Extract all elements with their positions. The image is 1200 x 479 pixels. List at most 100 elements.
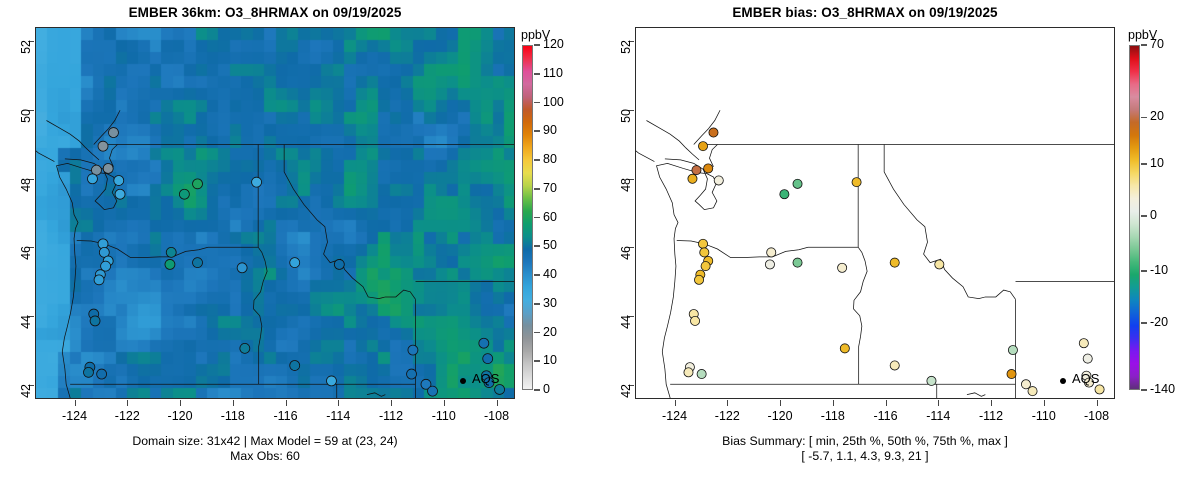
observation-marker[interactable] [113, 175, 125, 186]
colorbar-tick [534, 302, 540, 305]
observation-marker[interactable] [687, 173, 698, 184]
observation-marker[interactable] [333, 259, 345, 270]
observation-marker[interactable] [239, 342, 251, 354]
observation-marker[interactable] [102, 163, 114, 174]
x-tick [1043, 400, 1045, 406]
observation-marker[interactable] [1006, 369, 1017, 380]
x-tick-label: -116 [873, 409, 898, 423]
observation-marker[interactable] [694, 274, 705, 285]
observation-marker[interactable] [96, 368, 108, 380]
x-tick [391, 400, 393, 406]
observation-marker[interactable] [1084, 377, 1094, 388]
page-title-model: EMBER 36km: O3_8HRMAX on 09/19/2025 [128, 5, 402, 20]
observation-marker[interactable] [1078, 338, 1089, 349]
observation-marker[interactable] [1094, 384, 1105, 395]
observation-marker[interactable] [703, 163, 714, 174]
observation-marker[interactable] [700, 261, 711, 272]
observation-marker[interactable] [236, 262, 248, 274]
observation-marker[interactable] [87, 173, 98, 185]
observation-marker[interactable] [691, 165, 702, 176]
observation-marker[interactable] [1082, 353, 1093, 364]
observation-marker[interactable] [100, 260, 111, 272]
y-tick [628, 316, 634, 318]
observation-marker[interactable] [108, 127, 119, 138]
observation-marker[interactable] [837, 262, 848, 273]
observation-marker[interactable] [889, 360, 900, 371]
observation-marker[interactable] [934, 259, 945, 270]
colorbar-tick [534, 274, 540, 276]
map-plot-bias[interactable]: AQS [635, 27, 1115, 399]
observation-marker[interactable] [839, 343, 850, 354]
x-tick [338, 400, 340, 406]
observation-marker[interactable] [713, 175, 724, 186]
observation-markers-bias[interactable] [636, 28, 1114, 398]
map-plot-model[interactable]: AQS [35, 27, 515, 399]
observation-marker[interactable] [1027, 386, 1038, 397]
y-tick-label: 42 [619, 384, 633, 399]
observation-marker[interactable] [192, 178, 203, 190]
observation-marker[interactable] [165, 247, 177, 258]
map-boundary-line [656, 158, 718, 398]
observation-marker[interactable] [696, 369, 707, 380]
observation-marker[interactable] [91, 164, 102, 176]
observation-marker[interactable] [889, 257, 900, 268]
observation-marker[interactable] [698, 141, 708, 152]
colorbar-title-model: ppbV [521, 28, 551, 42]
observation-marker[interactable] [289, 257, 301, 269]
map-boundary-line [56, 158, 118, 398]
observation-marker[interactable] [482, 353, 494, 364]
observation-marker[interactable] [427, 385, 438, 397]
observation-marker[interactable] [179, 188, 190, 200]
x-tick-label: -112 [378, 409, 404, 423]
observation-marker[interactable] [164, 259, 176, 270]
observation-marker[interactable] [97, 140, 109, 152]
observation-marker[interactable] [114, 188, 126, 200]
observation-marker[interactable] [683, 367, 694, 378]
observation-marker[interactable] [698, 238, 708, 249]
y-tick [628, 247, 634, 249]
colorbar-tick [1141, 214, 1147, 217]
observation-marker[interactable] [83, 366, 94, 378]
x-tick-label: -122 [114, 409, 140, 423]
observation-markers-model[interactable] [36, 28, 514, 398]
observation-marker[interactable] [494, 384, 505, 395]
colorbar-tick [534, 101, 540, 104]
observation-marker[interactable] [89, 315, 101, 327]
observation-marker[interactable] [192, 257, 203, 269]
observation-marker[interactable] [420, 378, 432, 390]
observation-marker[interactable] [483, 377, 495, 388]
observation-marker[interactable] [251, 176, 262, 188]
observation-marker[interactable] [792, 257, 803, 268]
observation-marker[interactable] [779, 189, 790, 200]
x-tick [180, 400, 182, 406]
y-tick-label: 50 [619, 108, 633, 123]
colorbar-tick-label: 20 [1150, 109, 1164, 124]
observation-marker[interactable] [926, 375, 937, 386]
observation-marker[interactable] [1007, 345, 1018, 356]
observation-marker[interactable] [699, 247, 710, 258]
observation-marker[interactable] [792, 178, 803, 189]
observation-marker[interactable] [766, 247, 777, 258]
map-boundary-line [46, 120, 100, 161]
x-tick-label: -118 [820, 409, 845, 423]
observation-marker[interactable] [406, 368, 417, 380]
colorbar-tick [1141, 321, 1147, 324]
observation-marker[interactable] [1020, 379, 1031, 390]
colorbar-tick [1141, 389, 1147, 391]
y-tick [28, 40, 34, 42]
aqs-legend-label-bias: AQS [1072, 371, 1100, 386]
colorbar-tick [534, 130, 540, 133]
observation-marker[interactable] [93, 274, 105, 286]
colorbar-title-bias: ppbV [1128, 28, 1158, 42]
observation-marker[interactable] [326, 375, 337, 387]
colorbar-tick [1141, 270, 1147, 272]
observation-marker[interactable] [764, 259, 775, 270]
observation-marker[interactable] [851, 177, 862, 188]
observation-marker[interactable] [478, 337, 490, 349]
observation-marker[interactable] [289, 360, 301, 371]
x-tick-label: -116 [273, 409, 298, 423]
observation-marker[interactable] [407, 344, 419, 356]
colorbar-tick-label: 70 [1150, 37, 1164, 51]
observation-marker[interactable] [690, 315, 701, 326]
observation-marker[interactable] [708, 127, 719, 138]
